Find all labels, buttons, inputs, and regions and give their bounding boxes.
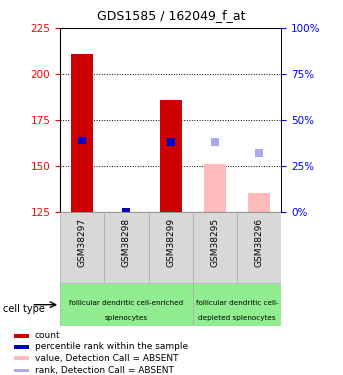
Text: GSM38297: GSM38297	[78, 217, 87, 267]
Text: count: count	[35, 331, 61, 340]
FancyBboxPatch shape	[104, 212, 149, 283]
Text: splenocytes: splenocytes	[105, 315, 148, 321]
Text: percentile rank within the sample: percentile rank within the sample	[35, 342, 188, 351]
Text: depleted splenocytes: depleted splenocytes	[198, 315, 276, 321]
Bar	[167, 138, 175, 146]
Bar	[14, 356, 29, 360]
Bar	[78, 136, 86, 144]
Bar	[14, 369, 29, 372]
Bar	[122, 208, 130, 216]
Text: GSM38296: GSM38296	[255, 217, 264, 267]
FancyBboxPatch shape	[237, 212, 281, 283]
Text: follicular dendritic cell-enriched: follicular dendritic cell-enriched	[69, 300, 184, 306]
FancyBboxPatch shape	[60, 283, 193, 326]
FancyBboxPatch shape	[60, 212, 104, 283]
FancyBboxPatch shape	[193, 283, 281, 326]
Text: value, Detection Call = ABSENT: value, Detection Call = ABSENT	[35, 354, 178, 363]
Text: GDS1585 / 162049_f_at: GDS1585 / 162049_f_at	[97, 9, 246, 22]
Bar	[248, 194, 270, 212]
Text: follicular dendritic cell-: follicular dendritic cell-	[196, 300, 278, 306]
Text: GSM38298: GSM38298	[122, 217, 131, 267]
Bar	[159, 100, 182, 212]
Bar	[211, 138, 219, 146]
Text: rank, Detection Call = ABSENT: rank, Detection Call = ABSENT	[35, 366, 174, 375]
FancyBboxPatch shape	[149, 212, 193, 283]
Text: GSM38299: GSM38299	[166, 217, 175, 267]
Bar	[71, 54, 93, 212]
FancyBboxPatch shape	[193, 212, 237, 283]
Text: GSM38295: GSM38295	[210, 217, 220, 267]
Bar	[14, 345, 29, 349]
Bar	[204, 164, 226, 212]
Text: cell type: cell type	[3, 304, 45, 314]
Bar	[14, 334, 29, 338]
Bar	[255, 149, 263, 157]
